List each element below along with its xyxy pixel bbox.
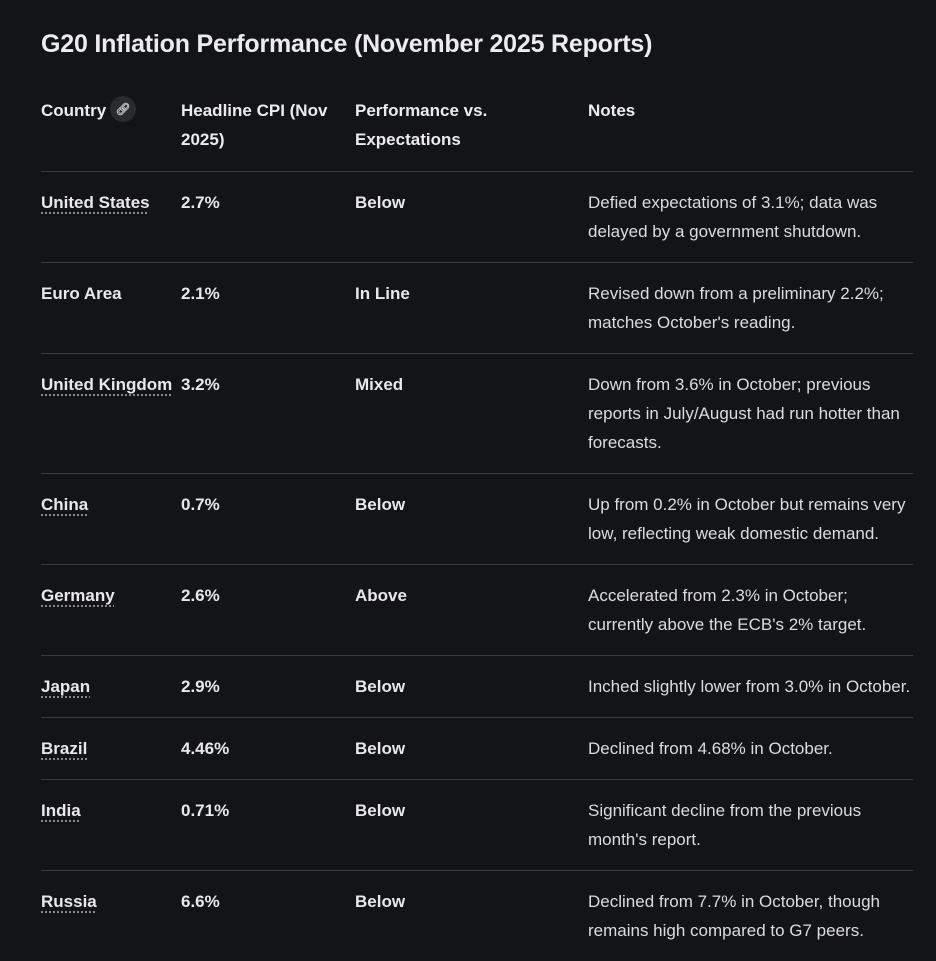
cell-cpi: 2.6% — [181, 565, 355, 656]
cell-performance: Above — [355, 565, 588, 656]
cell-performance: Below — [355, 718, 588, 780]
cell-country: India — [41, 780, 181, 871]
cell-notes: Up from 0.2% in October but remains very… — [588, 474, 913, 565]
cell-country: Euro Area — [41, 263, 181, 354]
cell-country: Japan — [41, 656, 181, 718]
cell-performance: Below — [355, 656, 588, 718]
country-link[interactable]: China — [41, 495, 88, 514]
country-link[interactable]: Germany — [41, 586, 115, 605]
header-country: Country🔗︎ — [41, 94, 181, 172]
cell-performance: In Line — [355, 263, 588, 354]
cell-cpi: 0.71% — [181, 780, 355, 871]
cell-notes: Down from 3.6% in October; previous repo… — [588, 354, 913, 474]
country-link[interactable]: India — [41, 801, 81, 820]
country-link[interactable]: United Kingdom — [41, 375, 172, 394]
cell-performance: Below — [355, 172, 588, 263]
cell-notes: Declined from 7.7% in October, though re… — [588, 871, 913, 961]
cell-country: United Kingdom — [41, 354, 181, 474]
cell-notes: Defied expectations of 3.1%; data was de… — [588, 172, 913, 263]
cell-cpi: 2.7% — [181, 172, 355, 263]
cell-country: Russia — [41, 871, 181, 961]
country-link[interactable]: Japan — [41, 677, 90, 696]
header-performance: Performance vs. Expectations — [355, 94, 588, 172]
cell-performance: Mixed — [355, 354, 588, 474]
cell-cpi: 2.1% — [181, 263, 355, 354]
cell-country: Brazil — [41, 718, 181, 780]
header-cpi: Headline CPI (Nov 2025) — [181, 94, 355, 172]
link-icon[interactable]: 🔗︎ — [110, 96, 136, 122]
cell-country: Germany — [41, 565, 181, 656]
cell-notes: Revised down from a preliminary 2.2%; ma… — [588, 263, 913, 354]
table-header-row: Country🔗︎ Headline CPI (Nov 2025) Perfor… — [41, 94, 913, 172]
cell-country: United States — [41, 172, 181, 263]
country-link[interactable]: Russia — [41, 892, 97, 911]
country-link[interactable]: United States — [41, 193, 150, 212]
country-link[interactable]: Brazil — [41, 739, 87, 758]
page-title: G20 Inflation Performance (November 2025… — [41, 30, 652, 59]
cell-country: China — [41, 474, 181, 565]
cell-cpi: 2.9% — [181, 656, 355, 718]
cell-notes: Significant decline from the previous mo… — [588, 780, 913, 871]
country-link: Euro Area — [41, 284, 122, 303]
cell-cpi: 0.7% — [181, 474, 355, 565]
cell-notes: Accelerated from 2.3% in October; curren… — [588, 565, 913, 656]
cell-cpi: 3.2% — [181, 354, 355, 474]
cell-performance: Below — [355, 780, 588, 871]
cell-performance: Below — [355, 871, 588, 961]
cell-notes: Inched slightly lower from 3.0% in Octob… — [588, 656, 913, 718]
header-notes: Notes — [588, 94, 913, 172]
cell-notes: Declined from 4.68% in October. — [588, 718, 913, 780]
cell-performance: Below — [355, 474, 588, 565]
cell-cpi: 6.6% — [181, 871, 355, 961]
cell-cpi: 4.46% — [181, 718, 355, 780]
inflation-table: Country🔗︎ Headline CPI (Nov 2025) Perfor… — [41, 94, 913, 961]
